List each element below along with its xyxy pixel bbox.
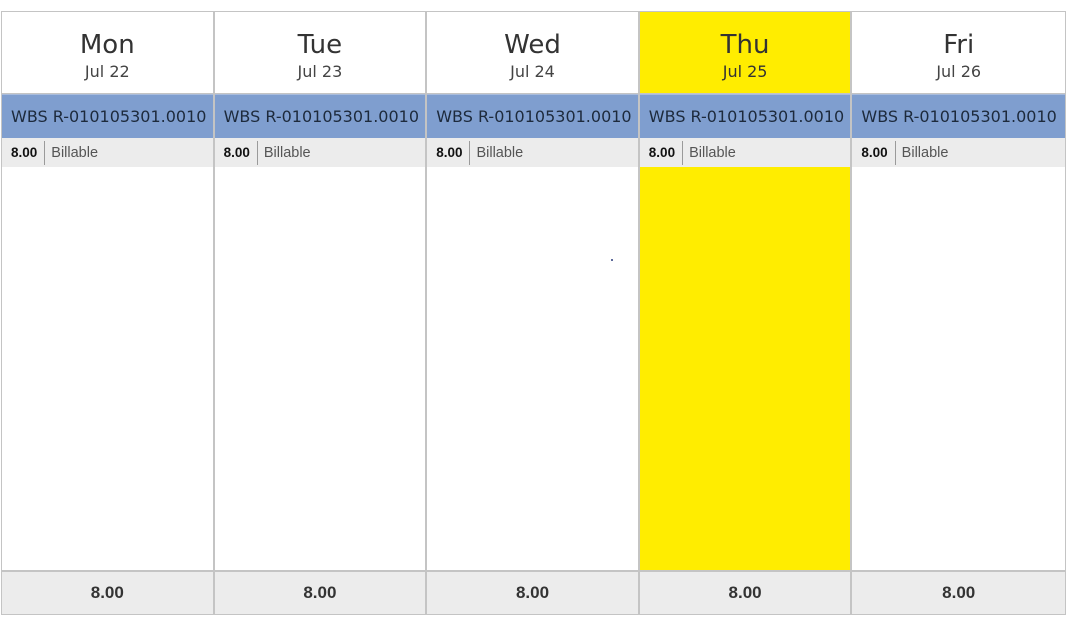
day-name: Mon [79, 30, 135, 60]
entry-hours: 8.00 [852, 140, 896, 165]
entry-meta[interactable]: 8.00 Billable [214, 138, 426, 167]
day-date: Jul 25 [722, 62, 768, 81]
time-entry[interactable]: WBS R-010105301.0010 8.00 Billable [214, 94, 426, 167]
entry-meta[interactable]: 8.00 Billable [2, 138, 213, 167]
entry-title[interactable]: WBS R-010105301.0010 [427, 94, 638, 138]
day-name: Wed [504, 30, 561, 60]
entry-title[interactable]: WBS R-010105301.0010 [214, 94, 426, 138]
day-entries[interactable]: WBS R-010105301.0010 8.00 Billable [214, 94, 426, 570]
day-total: 8.00 [2, 570, 213, 614]
entry-title[interactable]: WBS R-010105301.0010 [2, 94, 213, 138]
entry-type: Billable [901, 144, 949, 161]
entry-type: Billable [263, 144, 311, 161]
entry-title[interactable]: WBS R-010105301.0010 [639, 94, 851, 138]
entry-hours: 8.00 [640, 140, 684, 165]
day-name: Tue [297, 30, 343, 60]
time-entry[interactable]: WBS R-010105301.0010 8.00 Billable [852, 94, 1065, 167]
day-header[interactable]: Tue Jul 23 [214, 12, 426, 94]
day-column-thu-today[interactable]: Thu Jul 25 WBS R-010105301.0010 8.00 Bil… [639, 12, 853, 614]
day-header[interactable]: Mon Jul 22 [2, 12, 213, 94]
entry-meta[interactable]: 8.00 Billable [427, 138, 638, 167]
day-header[interactable]: Wed Jul 24 [427, 12, 638, 94]
day-date: Jul 24 [510, 62, 555, 81]
day-name: Fri [943, 30, 975, 60]
day-total: 8.00 [427, 570, 638, 614]
day-date: Jul 23 [297, 62, 343, 81]
day-column-tue[interactable]: Tue Jul 23 WBS R-010105301.0010 8.00 Bil… [214, 12, 428, 614]
day-date: Jul 26 [936, 62, 982, 81]
day-total: 8.00 [852, 570, 1065, 614]
day-total: 8.00 [639, 570, 851, 614]
day-name: Thu [720, 30, 770, 60]
entry-type: Billable [476, 144, 524, 161]
entry-meta[interactable]: 8.00 Billable [639, 138, 851, 167]
day-date: Jul 22 [84, 62, 130, 81]
day-total: 8.00 [214, 570, 426, 614]
time-entry[interactable]: WBS R-010105301.0010 8.00 Billable [2, 94, 213, 167]
day-column-fri[interactable]: Fri Jul 26 WBS R-010105301.0010 8.00 Bil… [852, 12, 1065, 614]
entry-type: Billable [689, 144, 736, 161]
time-entry[interactable]: WBS R-010105301.0010 8.00 Billable [639, 94, 851, 167]
time-entry[interactable]: WBS R-010105301.0010 8.00 Billable [427, 94, 638, 167]
weekly-calendar: Mon Jul 22 WBS R-010105301.0010 8.00 Bil… [1, 11, 1066, 615]
entry-hours: 8.00 [2, 140, 46, 165]
day-entries[interactable]: WBS R-010105301.0010 8.00 Billable [427, 94, 638, 570]
day-header[interactable]: Fri Jul 26 [852, 12, 1065, 94]
entry-meta[interactable]: 8.00 Billable [852, 138, 1065, 167]
day-entries[interactable]: WBS R-010105301.0010 8.00 Billable [852, 94, 1065, 570]
entry-title[interactable]: WBS R-010105301.0010 [852, 94, 1065, 138]
cursor-dot [611, 259, 614, 261]
entry-type: Billable [51, 144, 99, 161]
entry-hours: 8.00 [215, 140, 258, 165]
day-column-mon[interactable]: Mon Jul 22 WBS R-010105301.0010 8.00 Bil… [2, 12, 215, 614]
entry-hours: 8.00 [427, 140, 471, 165]
day-header[interactable]: Thu Jul 25 [639, 12, 851, 94]
day-entries[interactable]: WBS R-010105301.0010 8.00 Billable [2, 94, 213, 570]
day-column-wed[interactable]: Wed Jul 24 WBS R-010105301.0010 8.00 Bil… [427, 12, 640, 614]
day-entries[interactable]: WBS R-010105301.0010 8.00 Billable [639, 94, 851, 570]
